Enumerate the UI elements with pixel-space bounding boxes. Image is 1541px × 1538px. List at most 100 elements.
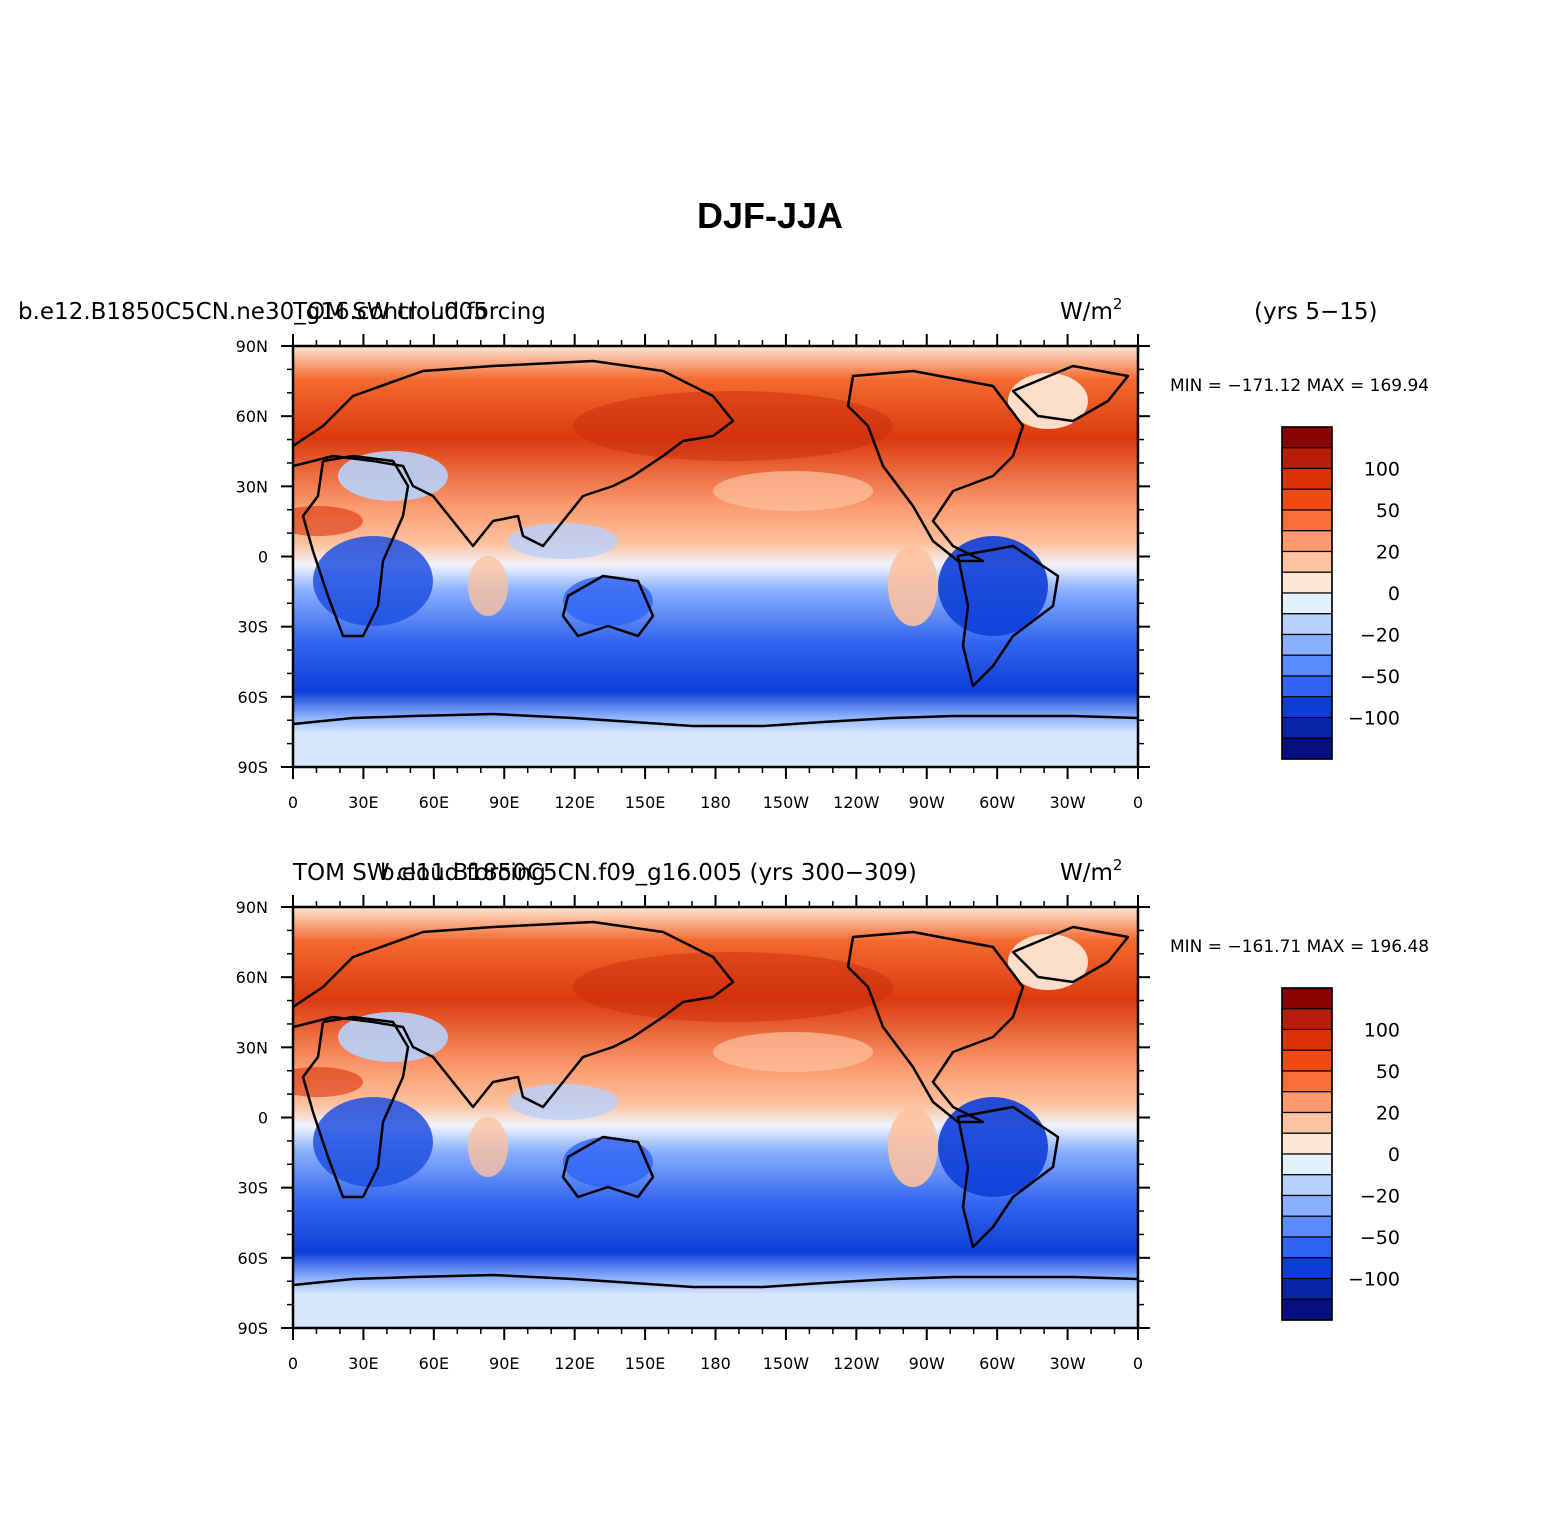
panel-bottom-coastline bbox=[301, 1015, 410, 1199]
panel-bottom-colorbar-box bbox=[1281, 1215, 1333, 1238]
panel-top-min-value: −171.12 bbox=[1227, 376, 1301, 396]
panel-bottom-colorbar-label: 20 bbox=[1376, 1103, 1400, 1125]
panel-bottom-lat-label: 30S bbox=[237, 1179, 268, 1198]
panel-bottom-min-eq: = bbox=[1202, 937, 1227, 957]
panel-top-coastline bbox=[561, 574, 655, 638]
panel-top-colorbar-label: −20 bbox=[1360, 625, 1400, 647]
panel-top-coastline bbox=[846, 369, 1025, 563]
panel-top-colorbar-box bbox=[1281, 592, 1333, 615]
panel-bottom-features bbox=[293, 934, 1088, 1197]
panel-bottom-ticks: 0 30E 60E 90E 120E 150E 180 150W 120W 90W 60W 30W 0 9… bbox=[236, 895, 1150, 1373]
panel-top-colorbar: 100 50 20 0 −20 −50 −100 bbox=[1281, 426, 1400, 760]
panel-bottom-feature bbox=[313, 1097, 433, 1187]
panel-bottom-colorbar: 100 50 20 0 −20 −50 −100 bbox=[1281, 987, 1400, 1321]
panel-bottom-lon-label: 90E bbox=[489, 1354, 519, 1373]
panel-top-lon-label: 30W bbox=[1049, 793, 1085, 812]
panel-top-max-eq: = bbox=[1345, 376, 1370, 396]
panel-bottom-coastline bbox=[561, 1135, 655, 1199]
panel-top-colorbar-box bbox=[1281, 633, 1333, 656]
panel-top-lon-label: 0 bbox=[288, 793, 298, 812]
panel-bottom-coastline bbox=[293, 1273, 1138, 1289]
panel-top-colorbar-box bbox=[1281, 488, 1333, 511]
panel-top-feature bbox=[573, 391, 893, 461]
panel-bottom-colorbar-label: −50 bbox=[1360, 1227, 1400, 1249]
panel-bottom-lon-label: 180 bbox=[700, 1354, 731, 1373]
panel-bottom-lon-label: 150E bbox=[625, 1354, 666, 1373]
panel-bottom-feature bbox=[468, 1117, 508, 1177]
panel-top-colorbar-box bbox=[1281, 530, 1333, 553]
panel-top-colorbar-box bbox=[1281, 675, 1333, 698]
panel-top-min-label: MIN bbox=[1170, 376, 1202, 396]
panel-top-colorbar-box bbox=[1281, 613, 1333, 636]
panel-top: b.e12.B1850C5CN.ne30_g16.control.005 TOM… bbox=[18, 295, 1429, 812]
panel-top-coastline bbox=[301, 454, 410, 638]
panel-top-colorbar-box bbox=[1281, 737, 1333, 760]
panel-top-colorbar-box bbox=[1281, 467, 1333, 490]
panel-bottom-colorbar-box bbox=[1281, 1174, 1333, 1197]
panel-bottom-feature bbox=[573, 952, 893, 1022]
panel-top-years: (yrs 5−15) bbox=[1254, 299, 1377, 325]
panel-top-colorbar-box bbox=[1281, 447, 1333, 470]
panel-bottom-colorbar-box bbox=[1281, 1257, 1333, 1280]
panel-bottom-colorbar-box bbox=[1281, 1194, 1333, 1217]
panel-bottom-feature bbox=[563, 1137, 653, 1187]
panel-top-lat-label: 60S bbox=[237, 688, 268, 707]
panel-top-lon-label: 60W bbox=[979, 793, 1015, 812]
panel-bottom-lon-label: 90W bbox=[909, 1354, 945, 1373]
panel-top-colorbar-box bbox=[1281, 426, 1333, 449]
panel-bottom-coastlines bbox=[293, 920, 1138, 1289]
panel-top-colorbar-label: 100 bbox=[1364, 459, 1400, 481]
panel-bottom-lon-label: 0 bbox=[288, 1354, 298, 1373]
panel-top-map bbox=[293, 346, 1138, 767]
panel-top-min-eq: = bbox=[1202, 376, 1227, 396]
panel-top-case-name: b.e12.B1850C5CN.ne30_g16.control.005 bbox=[18, 299, 488, 325]
panel-top-colorbar-frame bbox=[1281, 426, 1333, 760]
panel-bottom-coastline bbox=[956, 1105, 1060, 1249]
panel-top-feature bbox=[888, 546, 938, 626]
panel-top-feature bbox=[293, 506, 363, 536]
panel-top-lat-label: 0 bbox=[258, 548, 268, 567]
panel-top-max-label: MAX bbox=[1307, 376, 1345, 396]
panel-bottom-colorbar-box bbox=[1281, 1277, 1333, 1300]
panel-bottom: b.e11.B1850C5CN.f09_g16.005 (yrs 300−309… bbox=[236, 856, 1429, 1373]
panel-top-feature bbox=[713, 471, 873, 511]
panel-bottom-case-name: b.e11.B1850C5CN.f09_g16.005 (yrs 300−309… bbox=[380, 860, 917, 886]
panel-bottom-colorbar-box bbox=[1281, 1132, 1333, 1155]
panel-top-feature bbox=[313, 536, 433, 626]
panel-bottom-colorbar-box bbox=[1281, 1153, 1333, 1176]
panel-top-colorbar-box bbox=[1281, 716, 1333, 739]
panel-bottom-lon-label: 60W bbox=[979, 1354, 1015, 1373]
panel-top-colorbar-label: 0 bbox=[1388, 583, 1400, 605]
panel-top-colorbar-box bbox=[1281, 654, 1333, 677]
panel-bottom-feature bbox=[713, 1032, 873, 1072]
panel-bottom-colorbar-box bbox=[1281, 1236, 1333, 1259]
panel-top-lon-label: 60E bbox=[419, 793, 449, 812]
panel-top-max-value: 169.94 bbox=[1370, 376, 1429, 396]
panel-bottom-map bbox=[293, 907, 1138, 1328]
panel-bottom-colorbar-box bbox=[1281, 1111, 1333, 1134]
panel-bottom-feature bbox=[293, 1067, 363, 1097]
panel-bottom-minmax: MIN = −161.71 MAX = 196.48 bbox=[1170, 937, 1429, 957]
panel-bottom-colorbar-box bbox=[1281, 1298, 1333, 1321]
figure-title: DJF-JJA bbox=[697, 195, 843, 236]
panel-top-units-sup: 2 bbox=[1113, 295, 1123, 313]
panel-bottom-units-base: W/m bbox=[1060, 860, 1113, 886]
panel-top-colorbar-box bbox=[1281, 696, 1333, 719]
panel-top-lon-label: 90W bbox=[909, 793, 945, 812]
panel-bottom-variable: TOM SW cloud forcing bbox=[292, 860, 546, 886]
panel-bottom-colorbar-box bbox=[1281, 1049, 1333, 1072]
panel-top-ticks: 0 30E 60E 90E 120E 150E 180 150W 120W 90W 60W 30W 0 9… bbox=[236, 334, 1150, 812]
panel-bottom-lat-label: 60N bbox=[236, 968, 268, 987]
panel-top-lat-label: 30S bbox=[237, 618, 268, 637]
panel-bottom-lat-label: 90S bbox=[237, 1319, 268, 1338]
panel-top-lat-label: 60N bbox=[236, 407, 268, 426]
panel-top-feature bbox=[563, 576, 653, 626]
panel-bottom-coastline bbox=[293, 920, 735, 1109]
panel-top-units: W/m2 bbox=[1060, 295, 1122, 325]
panel-bottom-lat-label: 60S bbox=[237, 1249, 268, 1268]
panel-top-lon-label: 120W bbox=[833, 793, 880, 812]
panel-top-lat-label: 90N bbox=[236, 337, 268, 356]
panel-bottom-colorbar-box bbox=[1281, 1070, 1333, 1093]
panel-top-lat-label: 30N bbox=[236, 477, 268, 496]
panel-top-coastline bbox=[956, 544, 1060, 688]
